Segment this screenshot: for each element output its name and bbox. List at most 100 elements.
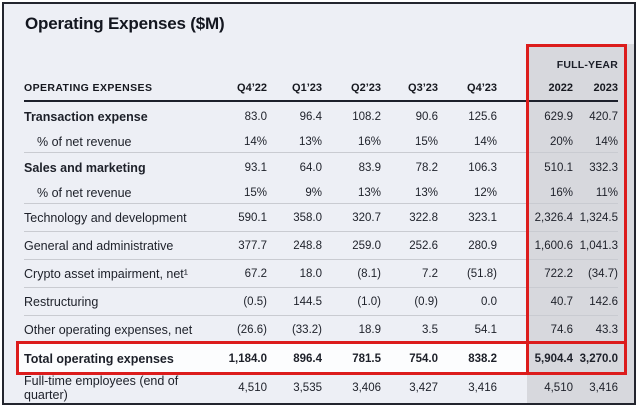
value-q2-23: 3,406 (352, 382, 381, 394)
value-q2-23: 13% (357, 187, 381, 199)
row-label: % of net revenue (37, 186, 132, 200)
value-fy-2023: 11% (595, 187, 618, 199)
value-q2-23: 16% (357, 136, 381, 148)
value-q1-23: 13% (298, 136, 322, 148)
table-row-crypto-asset-impairment-net: Crypto asset impairment, net¹ 67.2 18.0 (8.… (24, 260, 618, 288)
value-fy-2023: 3,416 (589, 382, 618, 394)
column-header-fy-2022: 2022 (548, 82, 573, 94)
value-q1-23: 358.0 (293, 211, 322, 224)
value-fy-2022: 722.2 (544, 267, 573, 280)
value-q4-23: 3,416 (468, 382, 497, 394)
row-label: Full-time employees (end of quarter) (24, 374, 179, 402)
table-row-restructuring: Restructuring (0.5) 144.5 (1.0) (0.9) 0.0 40.7… (24, 288, 618, 316)
value-fy-2022: 2,326.4 (534, 211, 573, 224)
value-q2-23: (8.1) (357, 267, 381, 280)
value-fy-2022: 510.1 (544, 162, 573, 174)
table-row-other-operating-expenses-net: Other operating expenses, net (26.6) (33.2… (24, 316, 618, 344)
value-fy-2023: 14% (594, 136, 618, 148)
table-row-total-operating-expenses: Total operating expenses 1,184.0 896.4 781.… (16, 344, 618, 373)
row-label: Total operating expenses (24, 351, 174, 366)
table-body: Transaction expense 83.0 96.4 108.2 90.6 125.… (16, 102, 618, 403)
page-title: Operating Expenses ($M) (25, 14, 225, 33)
value-q4-22: 15% (243, 187, 267, 199)
table-row-full-time-employees-end-of-quarter: Full-time employees (end of quarter) 4,51… (24, 373, 618, 403)
value-fy-2022: 20% (549, 136, 573, 148)
table-row-of-net-revenue: % of net revenue 15% 9% 13% 13% 12% 16% 11% (24, 183, 618, 204)
value-fy-2023: 1,041.3 (579, 239, 618, 252)
value-fy-2022: 4,510 (544, 382, 573, 394)
value-q3-23: 78.2 (415, 162, 438, 174)
value-q2-23: 320.7 (352, 211, 381, 224)
value-q4-23: 838.2 (468, 352, 497, 365)
value-q3-23: 7.2 (422, 267, 438, 280)
value-fy-2022: 1,600.6 (534, 239, 573, 252)
value-q4-23: 125.6 (468, 111, 497, 123)
value-q4-22: 377.7 (238, 239, 267, 252)
row-label: % of net revenue (37, 135, 132, 149)
value-q4-23: 323.1 (468, 211, 497, 224)
value-q4-23: 12% (473, 187, 497, 199)
value-q4-22: 93.1 (244, 162, 267, 174)
value-q1-23: 96.4 (299, 111, 322, 123)
value-q3-23: 754.0 (409, 352, 438, 365)
value-q1-23: 896.4 (293, 352, 322, 365)
value-fy-2023: 1,324.5 (579, 211, 618, 224)
value-q1-23: 9% (305, 187, 322, 199)
value-fy-2022: 629.9 (544, 111, 573, 123)
value-fy-2022: 5,904.4 (534, 352, 573, 365)
value-q4-22: 83.0 (244, 111, 267, 123)
value-q4-22: 1,184.0 (228, 352, 267, 365)
value-fy-2022: 40.7 (550, 295, 573, 308)
table-row-transaction-expense: Transaction expense 83.0 96.4 108.2 90.6 125.… (24, 102, 618, 132)
operating-expenses-table: FULL-YEAR OPERATING EXPENSES Q4’22 Q1’23 Q… (16, 59, 618, 403)
value-q4-23: (51.8) (466, 267, 497, 280)
value-q4-23: 0.0 (481, 295, 497, 308)
value-q4-22: 590.1 (238, 211, 267, 224)
row-label: General and administrative (24, 238, 174, 253)
value-q1-23: (33.2) (291, 324, 322, 336)
row-label: Sales and marketing (24, 161, 146, 175)
value-fy-2022: 16% (549, 187, 573, 199)
value-q1-23: 144.5 (293, 295, 322, 308)
report-card: Operating Expenses ($M) FULL-YEAR OPERAT… (2, 2, 636, 405)
value-q1-23: 64.0 (299, 162, 322, 174)
value-q3-23: 90.6 (415, 111, 438, 123)
value-q3-23: 13% (414, 187, 438, 199)
value-fy-2023: 3,270.0 (579, 352, 618, 365)
value-q4-23: 280.9 (468, 239, 497, 252)
value-q1-23: 18.0 (299, 267, 322, 280)
value-q4-22: (0.5) (243, 295, 267, 308)
value-fy-2022: 74.6 (550, 324, 573, 336)
table-row-of-net-revenue: % of net revenue 14% 13% 16% 15% 14% 20% 14% (24, 132, 618, 153)
value-q4-23: 14% (473, 136, 497, 148)
value-q2-23: 108.2 (352, 111, 381, 123)
value-q3-23: 322.8 (409, 211, 438, 224)
value-q2-23: (1.0) (357, 295, 381, 308)
value-q2-23: 781.5 (352, 352, 381, 365)
column-header-q1-23: Q1’23 (292, 82, 322, 94)
row-label: Restructuring (24, 294, 99, 309)
value-fy-2023: 332.3 (589, 162, 618, 174)
value-fy-2023: (34.7) (587, 267, 618, 280)
table-row-technology-and-development: Technology and development 590.1 358.0 320.… (24, 204, 618, 232)
value-q3-23: (0.9) (414, 295, 438, 308)
table-header-row: OPERATING EXPENSES Q4’22 Q1’23 Q2’23 Q3’23 Q… (24, 76, 618, 102)
column-header-q3-23: Q3’23 (408, 82, 438, 94)
column-header-operating-expenses: OPERATING EXPENSES (24, 82, 153, 94)
value-q1-23: 248.8 (293, 239, 322, 252)
value-q4-23: 54.1 (474, 324, 497, 336)
value-fy-2023: 142.6 (589, 295, 618, 308)
table-row-sales-and-marketing: Sales and marketing 93.1 64.0 83.9 78.2 106.3… (24, 153, 618, 183)
value-q2-23: 18.9 (358, 324, 381, 336)
value-fy-2023: 420.7 (589, 111, 618, 123)
column-header-q4-23: Q4’23 (467, 82, 497, 94)
value-q4-22: (26.6) (236, 324, 267, 336)
row-label: Transaction expense (24, 110, 148, 124)
value-q3-23: 3.5 (422, 324, 438, 336)
value-q2-23: 259.0 (352, 239, 381, 252)
value-q1-23: 3,535 (293, 382, 322, 394)
row-label: Technology and development (24, 210, 187, 225)
value-q4-22: 67.2 (244, 267, 267, 280)
row-label: Crypto asset impairment, net¹ (24, 266, 188, 281)
